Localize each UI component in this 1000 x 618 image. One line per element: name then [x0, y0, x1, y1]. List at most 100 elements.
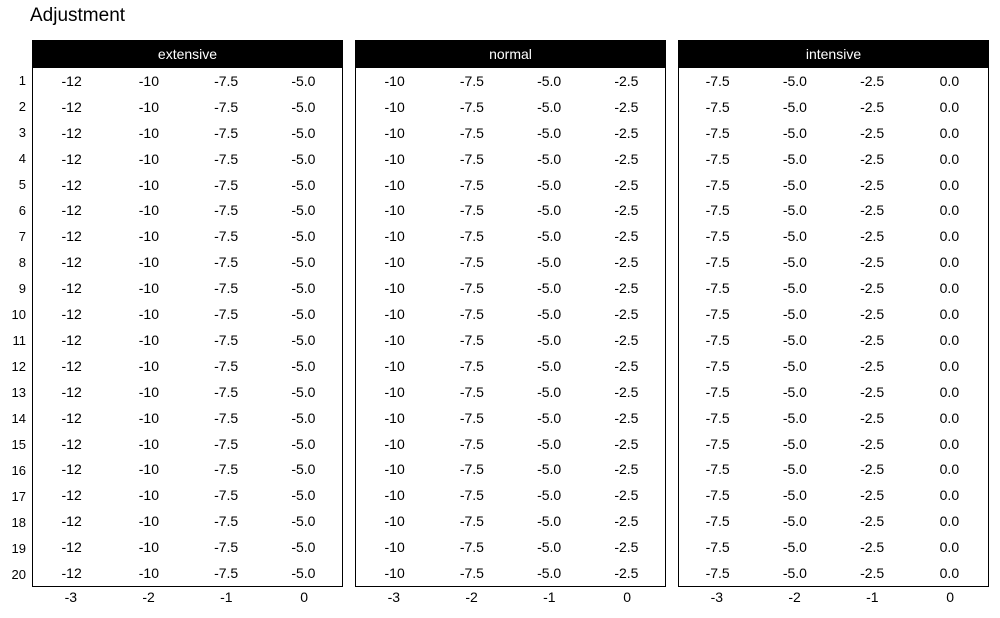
- table-row: -7.5 -5.0 -2.5 0.0: [679, 275, 988, 301]
- row-number: 4: [18, 151, 26, 167]
- table-row: -10 -7.5 -5.0 -2.5: [356, 431, 665, 457]
- table-cell: -5.0: [782, 176, 807, 193]
- table-cell: -7.5: [459, 280, 484, 297]
- table-cell: -10: [384, 383, 405, 400]
- table-cell: 0.0: [939, 487, 960, 504]
- table-cell: -7.5: [214, 487, 239, 504]
- table-row: -7.5 -5.0 -2.5 0.0: [679, 94, 988, 120]
- table-cell: -10: [384, 565, 405, 582]
- table-cell: 0.0: [939, 357, 960, 374]
- table-cell: -2.5: [614, 124, 639, 141]
- table-cell: 0.0: [939, 228, 960, 245]
- table-cell: -7.5: [459, 176, 484, 193]
- table-row: -10 -7.5 -5.0 -2.5: [356, 146, 665, 172]
- table-row: -7.5 -5.0 -2.5 0.0: [679, 327, 988, 353]
- table-cell: -5.0: [782, 150, 807, 167]
- table-cell: -10: [384, 254, 405, 271]
- table-cell: -7.5: [459, 461, 484, 478]
- row-number: 7: [18, 229, 26, 245]
- table-cell: -7.5: [459, 254, 484, 271]
- table-cell: -12: [61, 565, 82, 582]
- table-cell: -10: [138, 487, 159, 504]
- table-cell: -10: [384, 228, 405, 245]
- table-cell: -7.5: [705, 487, 730, 504]
- table-cell: -5.0: [537, 461, 562, 478]
- table-cell: -7.5: [214, 383, 239, 400]
- table-cell: -5.0: [782, 461, 807, 478]
- table-cell: -2.5: [860, 150, 885, 167]
- table-row: -10 -7.5 -5.0 -2.5: [356, 249, 665, 275]
- panel-body-extensive: -12 -10 -7.5 -5.0 -12 -10 -7.5 -5.0 -12 -10 -7.5 -5…: [32, 68, 343, 587]
- x-axis-label: 0: [300, 589, 309, 605]
- table-cell: -5.0: [291, 565, 316, 582]
- table-cell: -2.5: [860, 98, 885, 115]
- table-cell: -7.5: [214, 565, 239, 582]
- table-cell: 0.0: [939, 565, 960, 582]
- table-row: -10 -7.5 -5.0 -2.5: [356, 560, 665, 586]
- table-cell: 0.0: [939, 254, 960, 271]
- table-cell: -5.0: [537, 409, 562, 426]
- table-cell: -5.0: [537, 280, 562, 297]
- x-axis-label: -3: [710, 589, 724, 605]
- panel-header-label: extensive: [157, 46, 218, 62]
- table-row: -10 -7.5 -5.0 -2.5: [356, 68, 665, 94]
- table-cell: -7.5: [214, 435, 239, 452]
- table-row: -10 -7.5 -5.0 -2.5: [356, 353, 665, 379]
- table-cell: -12: [61, 435, 82, 452]
- table-cell: -2.5: [860, 461, 885, 478]
- table-cell: -5.0: [537, 176, 562, 193]
- table-cell: -2.5: [614, 357, 639, 374]
- table-cell: -7.5: [459, 435, 484, 452]
- panel-header-label: intensive: [805, 46, 862, 62]
- table-row: -12 -10 -7.5 -5.0: [33, 456, 342, 482]
- x-axis-label: -1: [543, 589, 556, 605]
- table-cell: 0.0: [939, 306, 960, 323]
- x-axis-label: -3: [64, 589, 78, 605]
- table-row: -7.5 -5.0 -2.5 0.0: [679, 534, 988, 560]
- table-cell: -7.5: [705, 539, 730, 556]
- table-cell: 0.0: [939, 539, 960, 556]
- table-cell: -10: [384, 487, 405, 504]
- table-cell: -5.0: [782, 565, 807, 582]
- table-row: -7.5 -5.0 -2.5 0.0: [679, 456, 988, 482]
- table-cell: -2.5: [614, 254, 639, 271]
- table-cell: -5.0: [537, 228, 562, 245]
- table-cell: -7.5: [459, 331, 484, 348]
- table-row: -7.5 -5.0 -2.5 0.0: [679, 405, 988, 431]
- table-cell: -10: [138, 254, 159, 271]
- table-cell: -10: [384, 357, 405, 374]
- table-cell: -5.0: [782, 487, 807, 504]
- table-row: -10 -7.5 -5.0 -2.5: [356, 405, 665, 431]
- x-axis-label: -2: [465, 589, 478, 605]
- table-cell: -7.5: [705, 306, 730, 323]
- table-cell: -5.0: [782, 513, 807, 530]
- table-cell: 0.0: [939, 202, 960, 219]
- table-row: -12 -10 -7.5 -5.0: [33, 146, 342, 172]
- table-cell: -5.0: [291, 409, 316, 426]
- table-cell: -7.5: [214, 306, 239, 323]
- table-cell: -7.5: [459, 409, 484, 426]
- table-cell: -7.5: [214, 150, 239, 167]
- table-cell: -2.5: [860, 435, 885, 452]
- table-cell: -5.0: [537, 435, 562, 452]
- table-cell: -5.0: [782, 72, 807, 89]
- row-number: 5: [18, 177, 26, 193]
- table-row: -7.5 -5.0 -2.5 0.0: [679, 379, 988, 405]
- row-number: 3: [18, 125, 26, 141]
- table-cell: -5.0: [782, 435, 807, 452]
- table-row: -12 -10 -7.5 -5.0: [33, 223, 342, 249]
- table-cell: -7.5: [705, 565, 730, 582]
- table-cell: -2.5: [860, 357, 885, 374]
- table-cell: -5.0: [782, 409, 807, 426]
- table-cell: 0.0: [939, 72, 960, 89]
- table-cell: -5.0: [291, 487, 316, 504]
- table-row: -10 -7.5 -5.0 -2.5: [356, 482, 665, 508]
- table-cell: -2.5: [860, 124, 885, 141]
- table-row: -7.5 -5.0 -2.5 0.0: [679, 353, 988, 379]
- table-cell: -10: [384, 176, 405, 193]
- table-cell: 0.0: [939, 280, 960, 297]
- table-cell: -5.0: [291, 176, 316, 193]
- table-row: -12 -10 -7.5 -5.0: [33, 482, 342, 508]
- table-cell: -5.0: [537, 306, 562, 323]
- table-cell: -5.0: [291, 461, 316, 478]
